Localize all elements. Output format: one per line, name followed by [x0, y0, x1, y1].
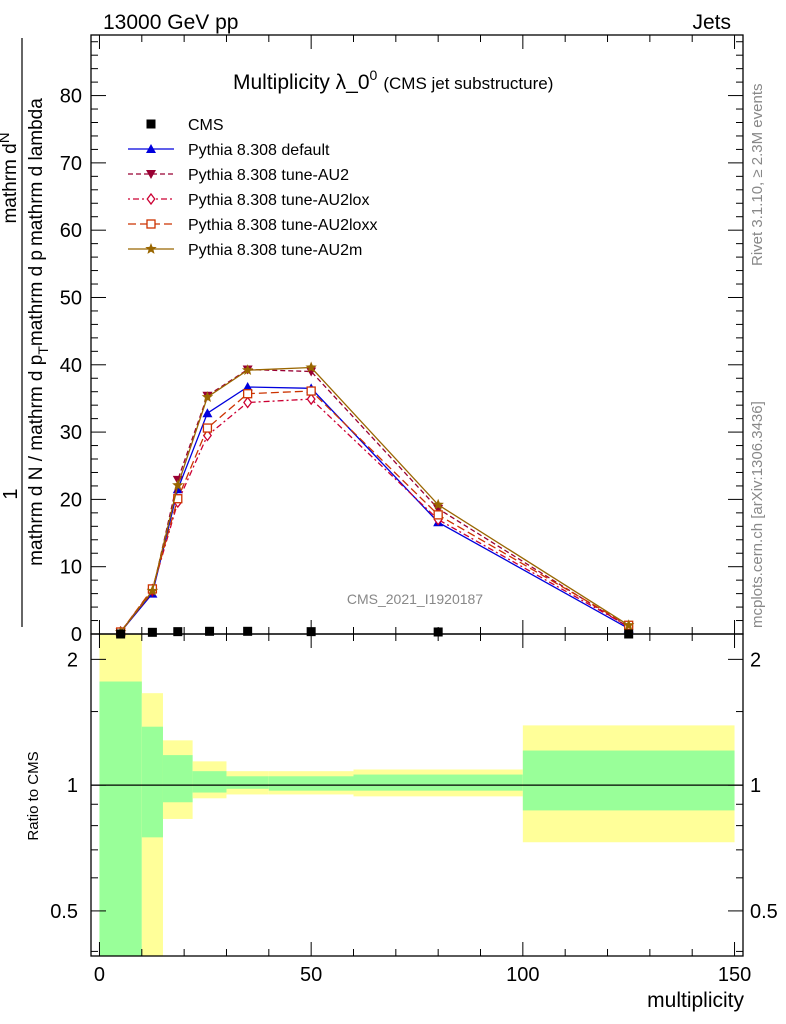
legend-marker-3	[146, 219, 156, 229]
series-4-point-2	[172, 479, 184, 491]
x-tick-label-0: 0	[94, 964, 105, 986]
series-3-point-4	[242, 389, 253, 399]
ratio-green-band-1	[141, 726, 163, 838]
ratio-green-band-2	[162, 755, 193, 803]
legend-marker-2	[146, 192, 156, 206]
y-tick-label-3: 30	[60, 422, 82, 444]
ratio-green-band-5	[268, 776, 354, 791]
ylabel-denominator-c: mathrm d lambda	[26, 98, 47, 246]
x-tick-label-2: 100	[506, 964, 539, 986]
y-tick-label-2: 20	[60, 489, 82, 511]
x-axis-label: multiplicity	[647, 989, 744, 1012]
series-4-point-6	[432, 498, 444, 510]
y-tick-label-4: 40	[60, 355, 82, 377]
ratio-green-band-0	[99, 681, 142, 956]
ratio-tick-label-right-1: 1	[750, 775, 761, 797]
y-tick-label-8: 80	[60, 86, 82, 108]
series-4-point-1	[146, 584, 159, 596]
ylabel-denominator-b: mathrm d p	[26, 250, 47, 346]
legend-label-1: Pythia 8.308 tune-AU2	[188, 167, 349, 184]
legend-label-4: Pythia 8.308 tune-AU2m	[188, 242, 362, 259]
series-3-point-2	[173, 494, 183, 504]
legend-marker-1	[146, 170, 156, 179]
ylabel-numerator-d: mathrm d	[0, 143, 21, 223]
series-4-point-7	[622, 619, 635, 631]
chart-title: Multiplicity λ_00 (CMS jet substructure)	[233, 67, 553, 94]
series-4-point-3	[201, 391, 214, 402]
ratio-tick-label-left-2: 2	[67, 649, 78, 671]
ratio-green-band-6	[353, 774, 523, 791]
series-line-4	[120, 366, 630, 633]
mcplots-label: mcplots.cern.ch [arXiv:1306.3436]	[749, 401, 766, 628]
y-tick-label-0: 0	[71, 624, 82, 646]
legend-marker-4	[145, 243, 157, 254]
y-tick-label-6: 60	[60, 220, 82, 242]
header-right: Jets	[692, 11, 731, 34]
y-tick-label-5: 50	[60, 287, 82, 309]
cms-point-4	[243, 626, 253, 636]
ratio-tick-label-left-0: 0.5	[50, 901, 78, 923]
ratio-green-band-3	[192, 771, 227, 793]
series-0-point-3	[202, 408, 213, 418]
series-3-point-5	[306, 386, 316, 396]
main-y-axis-label: 1 mathrm dN mathrm d N / mathrm d pTmath…	[0, 38, 51, 627]
series-3-point-6	[433, 510, 443, 520]
x-tick-label-1: 50	[300, 964, 322, 986]
ylabel-denominator: mathrm d N / mathrm d pTmathrm d p mathrm…	[26, 98, 51, 566]
ylabel-denominator-sub: T	[35, 346, 51, 355]
series-2-point-4	[243, 396, 253, 409]
x-tick-label-3: 150	[718, 964, 751, 986]
y-tick-label-1: 10	[60, 557, 82, 579]
legend-cms-label: CMS	[188, 117, 224, 134]
cms-point-3	[205, 626, 215, 636]
analysis-label: CMS_2021_I1920187	[347, 591, 483, 607]
legend-label-2: Pythia 8.308 tune-AU2lox	[188, 192, 369, 209]
y-tick-label-7: 70	[60, 153, 82, 175]
legend-label-3: Pythia 8.308 tune-AU2loxx	[188, 217, 377, 234]
ylabel-denominator-a: mathrm d N / mathrm d p	[26, 355, 47, 566]
ylabel-numerator: mathrm dN	[0, 132, 21, 223]
legend-label-0: Pythia 8.308 default	[188, 142, 330, 159]
ratio-y-axis-label: Ratio to CMS	[25, 751, 42, 840]
series-4-point-5	[305, 361, 317, 373]
chart-title-main: Multiplicity λ_0	[233, 71, 370, 94]
series-line-1	[120, 368, 630, 633]
legend-marker-0	[146, 144, 156, 153]
chart-title-sup: 0	[370, 67, 378, 83]
ylabel-one: 1	[0, 488, 22, 499]
series-4-point-4	[241, 364, 254, 376]
ratio-tick-label-right-0: 0.5	[750, 901, 778, 923]
header-left: 13000 GeV pp	[103, 11, 238, 34]
ratio-tick-label-left-1: 1	[67, 775, 78, 797]
series-3-point-3	[202, 423, 213, 433]
cms-point-1	[147, 627, 157, 637]
ylabel-numerator-n: N	[0, 132, 13, 143]
ratio-tick-label-right-2: 2	[750, 649, 761, 671]
chart-subtitle: (CMS jet substructure)	[383, 74, 553, 93]
rivet-version-label: Rivet 3.1.10, ≥ 2.3M events	[749, 84, 766, 267]
legend-cms-marker	[146, 119, 156, 129]
cms-point-2	[173, 627, 183, 637]
series-2-point-5	[306, 393, 316, 406]
series-0-point-4	[242, 381, 253, 391]
ratio-plot-frame	[90, 633, 744, 957]
ratio-green-band-7	[522, 750, 735, 811]
ratio-green-band-4	[226, 776, 269, 789]
